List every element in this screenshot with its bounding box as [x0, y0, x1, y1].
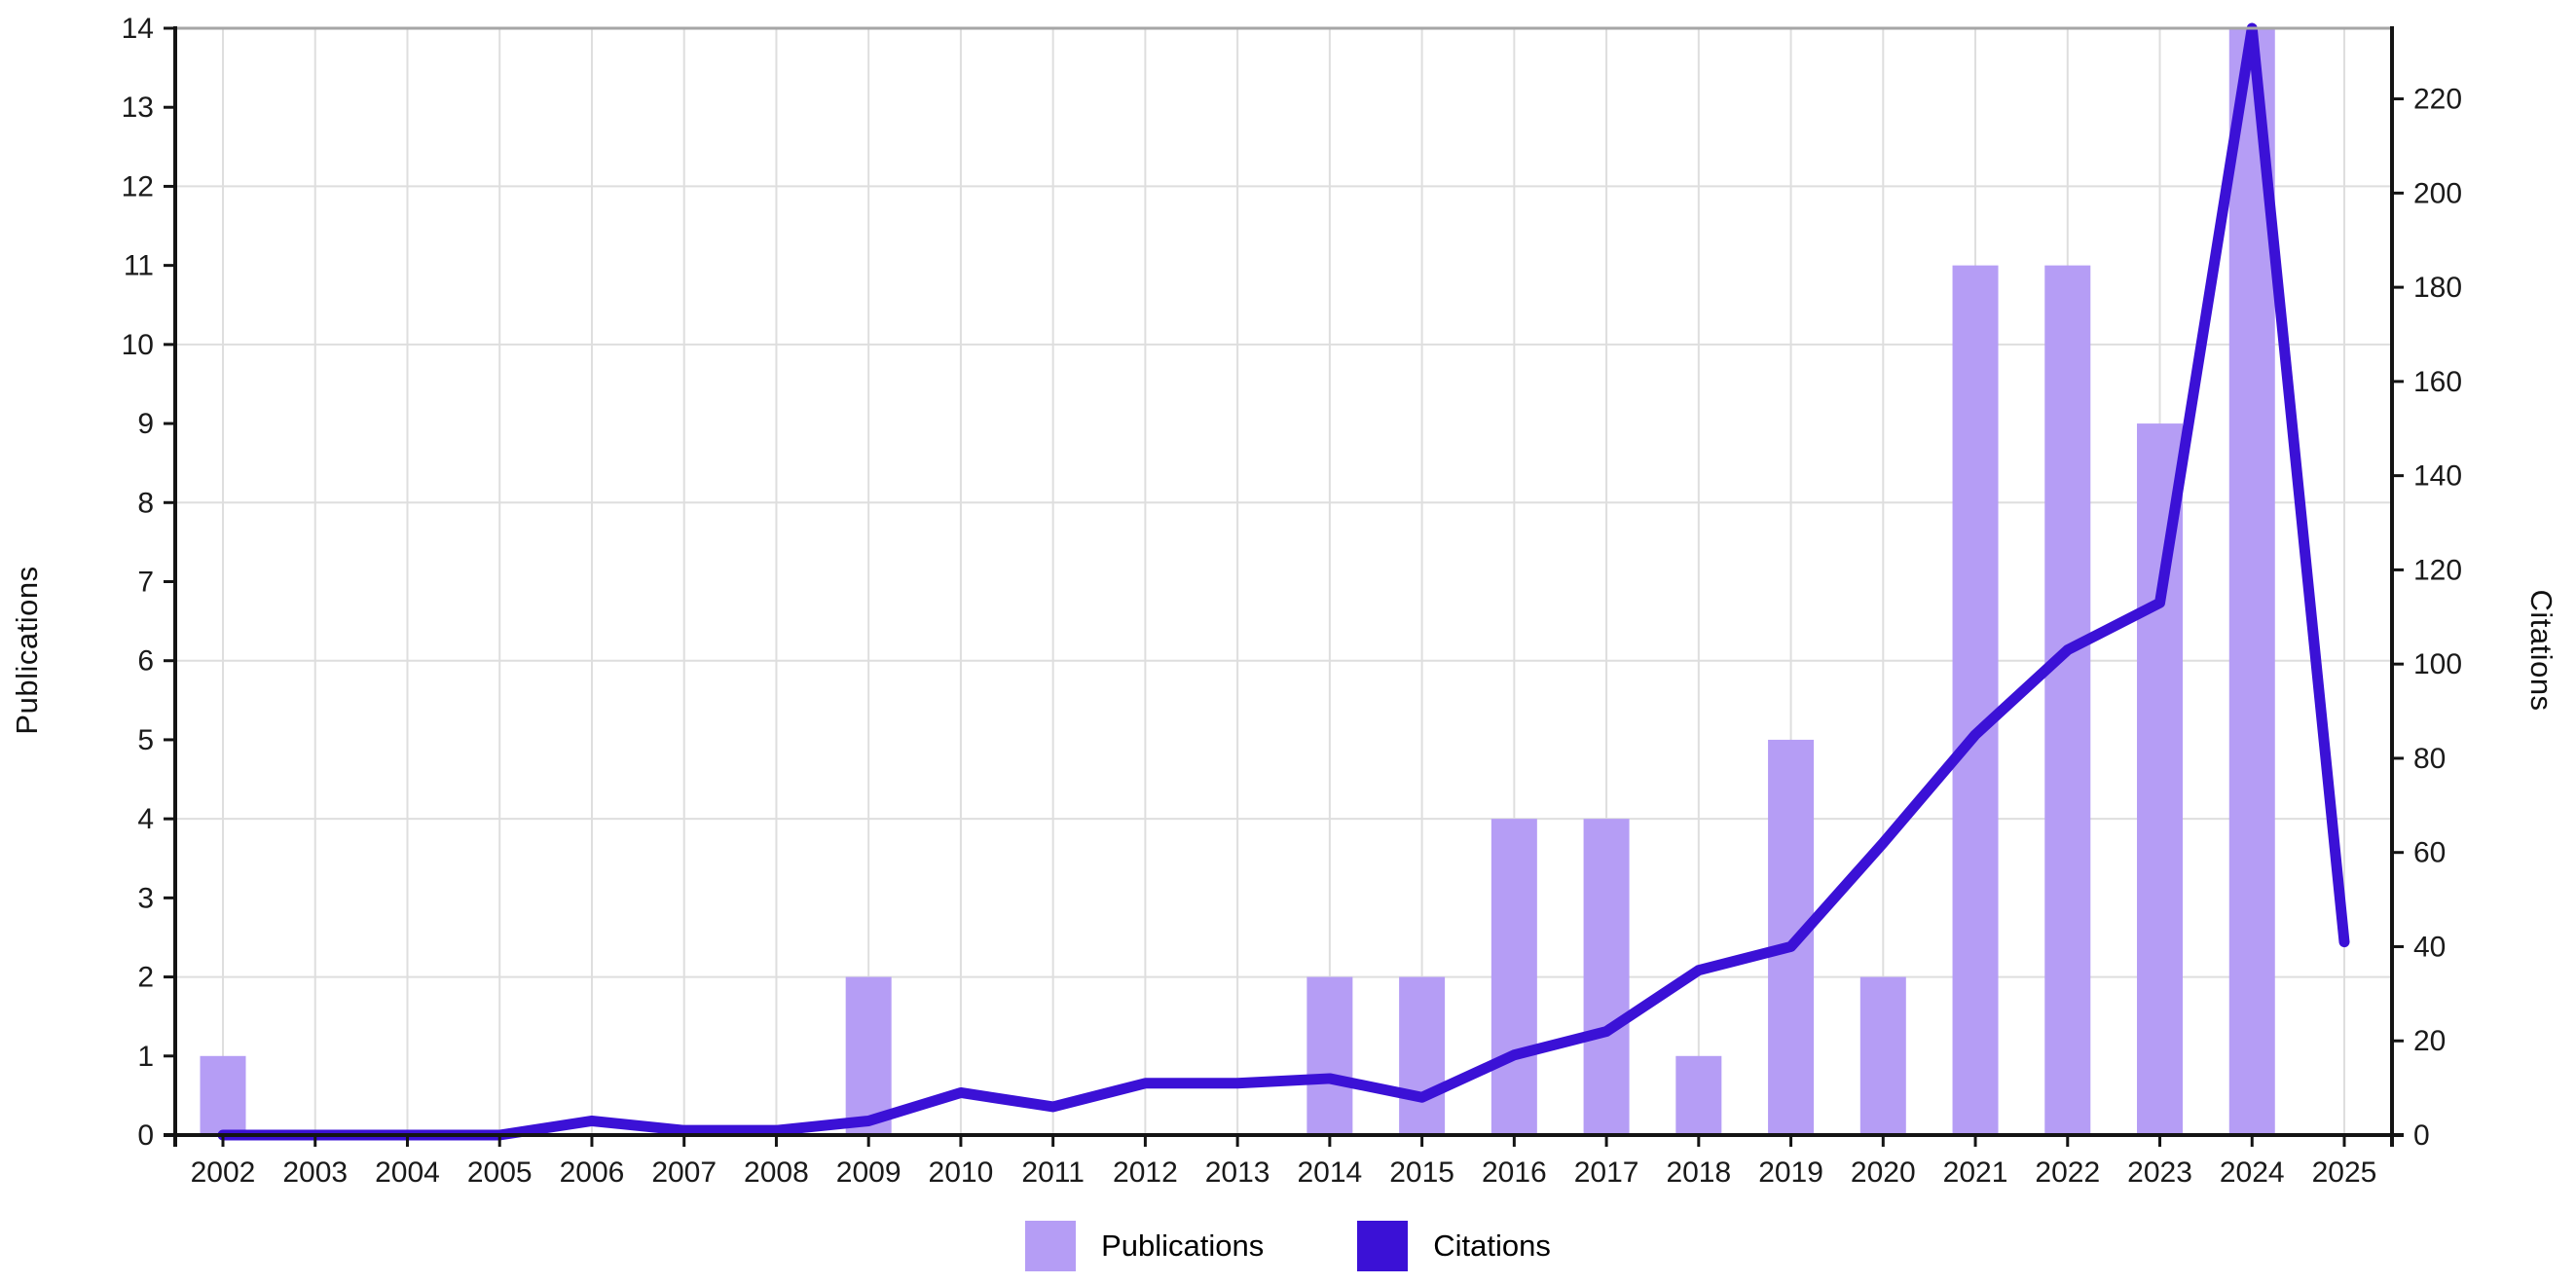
left-tick-label: 1	[137, 1041, 154, 1073]
x-tick-label: 2007	[651, 1156, 717, 1189]
publications-bar-2019	[1768, 739, 1815, 1135]
left-tick-label: 0	[137, 1119, 154, 1152]
x-tick-label: 2025	[2312, 1156, 2377, 1189]
right-tick-label: 160	[2413, 366, 2462, 398]
publications-bar-2021	[1952, 265, 1999, 1136]
left-tick-label: 12	[122, 170, 154, 202]
x-tick-label: 2016	[1482, 1156, 1547, 1189]
x-tick-label: 2009	[836, 1156, 902, 1189]
publications-bar-2018	[1675, 1055, 1722, 1135]
left-tick-label: 3	[137, 882, 154, 914]
left-tick-label: 14	[122, 13, 154, 45]
left-tick-label: 8	[137, 487, 154, 519]
x-tick-label: 2019	[1758, 1156, 1823, 1189]
right-tick-label: 220	[2413, 84, 2462, 116]
left-tick-label: 13	[122, 92, 154, 124]
right-tick-label: 100	[2413, 648, 2462, 680]
x-tick-label: 2020	[1851, 1156, 1916, 1189]
publications-legend-label: Publications	[1101, 1229, 1265, 1263]
x-tick-label: 2004	[375, 1156, 440, 1189]
left-tick-label: 7	[137, 567, 154, 599]
publications-bar-2015	[1399, 976, 1446, 1135]
left-axis-title: Publications	[10, 566, 44, 735]
publications-bar-2020	[1859, 976, 1906, 1135]
right-tick-label: 40	[2413, 931, 2446, 963]
x-tick-label: 2014	[1297, 1156, 1362, 1189]
publications-bar-2016	[1490, 819, 1537, 1135]
right-tick-label: 120	[2413, 554, 2462, 586]
legend-item-publications: Publications	[1025, 1221, 1264, 1271]
publications-bar-2022	[2044, 265, 2091, 1136]
citations-swatch	[1357, 1221, 1409, 1271]
publications-swatch	[1025, 1221, 1077, 1271]
citations-legend-label: Citations	[1433, 1229, 1551, 1263]
left-tick-label: 5	[137, 724, 154, 756]
x-tick-label: 2015	[1389, 1156, 1454, 1189]
legend: Publications Citations	[0, 1217, 2576, 1275]
right-tick-label: 200	[2413, 177, 2462, 209]
x-tick-label: 2022	[2035, 1156, 2100, 1189]
publications-bar-2009	[845, 976, 892, 1135]
right-tick-label: 180	[2413, 272, 2462, 304]
x-tick-label: 2024	[2220, 1156, 2285, 1189]
x-tick-label: 2021	[1943, 1156, 2008, 1189]
left-tick-label: 10	[122, 329, 154, 361]
x-tick-label: 2018	[1666, 1156, 1731, 1189]
x-tick-label: 2003	[282, 1156, 348, 1189]
x-tick-label: 2012	[1113, 1156, 1178, 1189]
left-tick-label: 6	[137, 645, 154, 678]
x-tick-label: 2010	[929, 1156, 994, 1189]
publications-bar-2017	[1583, 819, 1630, 1135]
x-tick-label: 2013	[1205, 1156, 1270, 1189]
right-axis-title: Citations	[2524, 589, 2558, 712]
legend-item-citations: Citations	[1357, 1221, 1551, 1271]
x-tick-label: 2005	[467, 1156, 533, 1189]
right-tick-label: 60	[2413, 837, 2446, 869]
right-tick-label: 0	[2413, 1119, 2430, 1152]
publications-bar-2014	[1306, 976, 1353, 1135]
x-tick-label: 2002	[191, 1156, 256, 1189]
citations-line	[217, 22, 2350, 1141]
right-tick-label: 80	[2413, 743, 2446, 775]
x-tick-label: 2017	[1574, 1156, 1639, 1189]
publications-bar-2023	[2137, 423, 2184, 1136]
x-tick-label: 2008	[744, 1156, 809, 1189]
x-tick-label: 2006	[560, 1156, 625, 1189]
publications-bar-2002	[200, 1055, 246, 1135]
left-tick-label: 2	[137, 962, 154, 994]
left-tick-label: 4	[137, 803, 154, 835]
left-tick-label: 11	[124, 250, 154, 282]
x-tick-label: 2023	[2127, 1156, 2192, 1189]
left-tick-label: 9	[137, 408, 154, 440]
x-tick-label: 2011	[1021, 1156, 1085, 1189]
right-tick-label: 140	[2413, 460, 2462, 493]
right-tick-label: 20	[2413, 1025, 2446, 1057]
